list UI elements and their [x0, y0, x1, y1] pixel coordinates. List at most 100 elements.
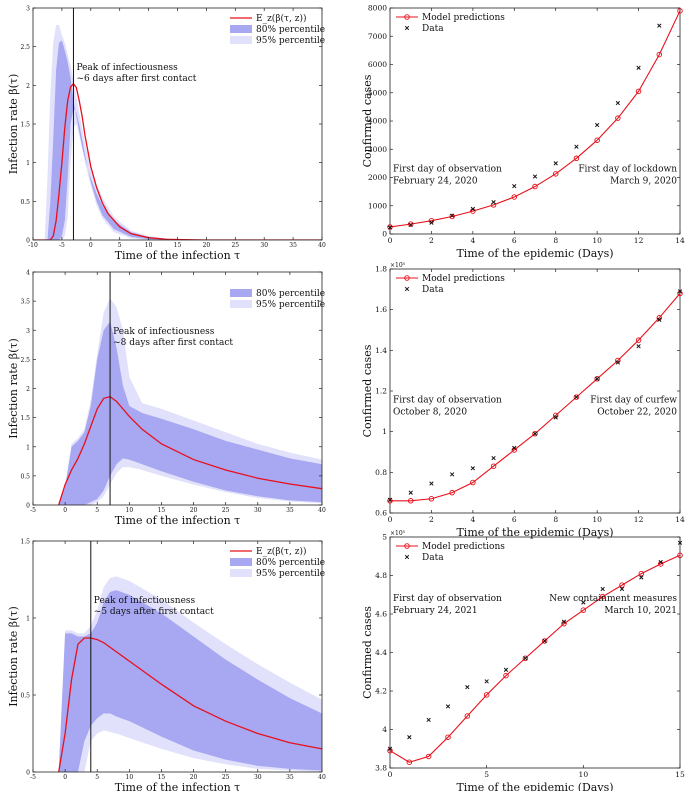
x-tick-label: 2 — [429, 236, 434, 245]
band-95-percentile — [33, 25, 322, 240]
measure-annotation: October 22, 2020 — [597, 407, 677, 417]
y-tick-label: 0.8 — [375, 468, 387, 477]
legend-data-label: Data — [422, 285, 444, 295]
x-tick-label: 15 — [174, 242, 182, 249]
observation-start-annotation: February 24, 2020 — [393, 176, 478, 186]
model-prediction-point — [635, 337, 642, 343]
observed-data-point — [387, 746, 393, 751]
panel-confirmed-cases-1: 0 2 4 6 8 10 12 14 0 1000 2000 3000 4000 5000 6000 7000… — [361, 4, 685, 261]
y-tick-label: 4.4 — [375, 648, 387, 657]
observed-data-point — [639, 575, 644, 580]
peak-annotation: ~8 days after first contact — [113, 338, 233, 348]
x-tick-label: 12 — [634, 236, 644, 245]
model-prediction-point — [615, 115, 621, 121]
legend-80-label: 80% percentile — [256, 25, 325, 35]
axes-frame — [389, 7, 681, 235]
y-tick-label: 0.5 — [20, 199, 30, 206]
y-tick-label: 5000 — [368, 88, 387, 97]
x-tick-label: 5 — [95, 774, 99, 781]
model-prediction-point — [449, 213, 455, 220]
y-tick-label: 2000 — [368, 173, 387, 182]
observed-data-point — [387, 497, 393, 502]
observed-data-point — [449, 472, 455, 477]
y-tick-label: 4.8 — [375, 571, 387, 580]
model-prediction-point — [532, 430, 538, 437]
legend-80-swatch — [230, 558, 252, 566]
y-tick-label: 4.6 — [375, 610, 387, 619]
x-tick-label: 15 — [675, 770, 685, 779]
observed-data-point — [470, 466, 476, 471]
peak-annotation: Peak of infectiousness — [76, 63, 178, 73]
x-tick-label: 35 — [286, 507, 294, 514]
legend-data-marker — [404, 286, 410, 292]
observed-data-point — [542, 638, 547, 644]
legend-80-label: 80% percentile — [256, 558, 325, 568]
y-tick-label: 4.2 — [375, 687, 387, 696]
y-tick-label: 7000 — [368, 32, 387, 41]
observed-data-point — [470, 206, 476, 212]
y-tick-label: 1.5 — [20, 415, 30, 422]
y-tick-label: 3.5 — [20, 299, 30, 306]
band-80-percentile — [33, 40, 322, 240]
mean-infection-rate-line — [58, 395, 322, 505]
observation-start-annotation: First day of observation — [393, 395, 502, 405]
model-prediction-point — [677, 552, 683, 559]
legend-mean-label: E_z(β(τ, z)) — [256, 13, 307, 24]
legend-95-swatch — [230, 36, 252, 44]
observed-data-point — [445, 704, 451, 709]
observed-data-point — [491, 199, 496, 205]
x-tick-label: 30 — [254, 507, 262, 514]
x-tick-label: 10 — [126, 507, 134, 514]
observed-data-point — [553, 415, 558, 420]
x-tick-label: -5 — [30, 507, 36, 514]
legend-model-marker — [404, 543, 410, 549]
x-axis-title: Time of the infection τ — [115, 249, 241, 262]
y-tick-label: 5 — [382, 533, 387, 542]
observed-data-point — [532, 174, 538, 179]
observed-data-point — [449, 213, 455, 218]
model-prediction-point — [483, 692, 490, 698]
legend-model-marker — [404, 14, 410, 20]
observed-data-point — [503, 667, 509, 672]
y-tick-label: 1.6 — [375, 305, 387, 314]
axes-frame — [389, 536, 681, 769]
y-tick-label: 2 — [26, 83, 30, 90]
y-axis-title: Infection rate β(τ) — [7, 338, 20, 439]
y-tick-label: 0.5 — [20, 473, 30, 480]
x-axis-title: Time of the epidemic (Days) — [456, 781, 613, 791]
model-prediction-point — [425, 753, 432, 760]
y-tick-label: 1 — [26, 444, 30, 451]
x-tick-label: 2 — [429, 515, 434, 524]
x-tick-label: 40 — [318, 507, 326, 514]
model-prediction-point — [635, 88, 642, 95]
x-tick-label: 10 — [126, 774, 134, 781]
y-tick-label: 4000 — [368, 117, 387, 126]
observed-data-point — [407, 735, 412, 740]
model-prediction-point — [503, 672, 509, 679]
observed-data-point — [491, 455, 496, 461]
x-tick-label: 10 — [592, 236, 602, 245]
x-tick-label: 0 — [388, 515, 393, 524]
x-tick-label: 0 — [63, 507, 67, 514]
model-prediction-line — [389, 554, 681, 763]
y-tick-label: 1 — [26, 616, 30, 623]
peak-annotation: Peak of infectiousness — [94, 596, 196, 606]
x-tick-label: 0 — [89, 242, 93, 249]
panel-infection-rate-1: -10 -5 0 5 10 15 20 25 30 35 40 0 0.5 1 1.5 2 2.5 3 Time o… — [7, 6, 326, 263]
y-axis-multiplier: ×10⁵ — [390, 530, 406, 537]
model-prediction-point — [594, 376, 600, 382]
x-tick-label: 8 — [553, 236, 558, 245]
y-tick-label: 0.6 — [375, 509, 387, 518]
x-tick-label: 40 — [318, 774, 326, 781]
observed-data-point — [429, 481, 434, 486]
observed-data-point — [387, 225, 393, 230]
x-tick-label: 35 — [289, 242, 297, 249]
model-prediction-point — [552, 171, 559, 177]
observed-data-point — [408, 222, 413, 228]
x-tick-label: 10 — [579, 770, 589, 779]
y-tick-label: 1.5 — [20, 539, 30, 546]
y-axis-title: Infection rate β(τ) — [7, 74, 20, 175]
y-tick-label: 0 — [26, 503, 30, 510]
y-tick-label: 2.5 — [20, 44, 30, 51]
